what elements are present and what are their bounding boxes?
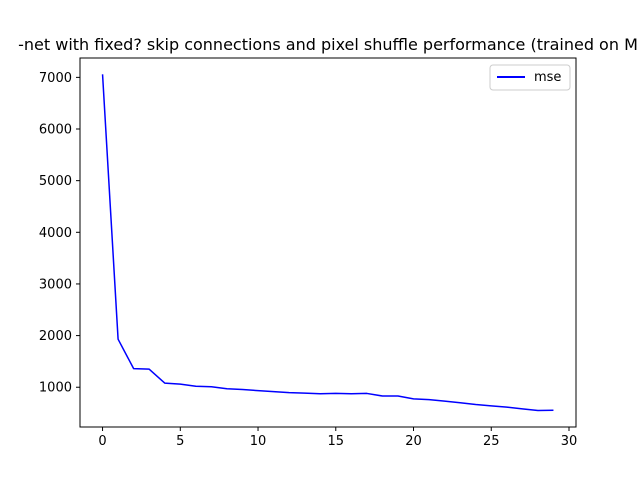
legend-box — [489, 64, 571, 91]
x-tick-label: 25 — [483, 434, 500, 449]
legend: mse — [489, 64, 571, 91]
plot-frame — [79, 57, 577, 428]
y-axis-ticks: 1000 2000 3000 4000 5000 6000 7000 — [39, 71, 80, 396]
x-tick-label: 15 — [328, 434, 345, 449]
x-tick-label: 5 — [176, 434, 184, 449]
series-layer — [101, 74, 554, 412]
y-tick-label: 1000 — [39, 381, 72, 396]
legend-label-mse: mse — [534, 70, 561, 85]
y-tick-label: 7000 — [39, 71, 72, 86]
y-tick-label: 5000 — [39, 174, 72, 189]
y-tick-label: 6000 — [39, 123, 72, 138]
x-tick-label: 0 — [98, 434, 106, 449]
x-tick-label: 30 — [561, 434, 578, 449]
chart-title: -net with fixed? skip connections and pi… — [18, 35, 638, 54]
x-tick-label: 10 — [250, 434, 267, 449]
x-axis-ticks: 0 5 10 15 20 25 30 — [98, 427, 577, 449]
x-tick-label: 20 — [405, 434, 422, 449]
series-line-mse — [101, 74, 554, 412]
y-tick-label: 3000 — [39, 277, 72, 292]
y-tick-label: 4000 — [39, 226, 72, 241]
y-tick-label: 2000 — [39, 329, 72, 344]
plot-area — [80, 58, 576, 427]
